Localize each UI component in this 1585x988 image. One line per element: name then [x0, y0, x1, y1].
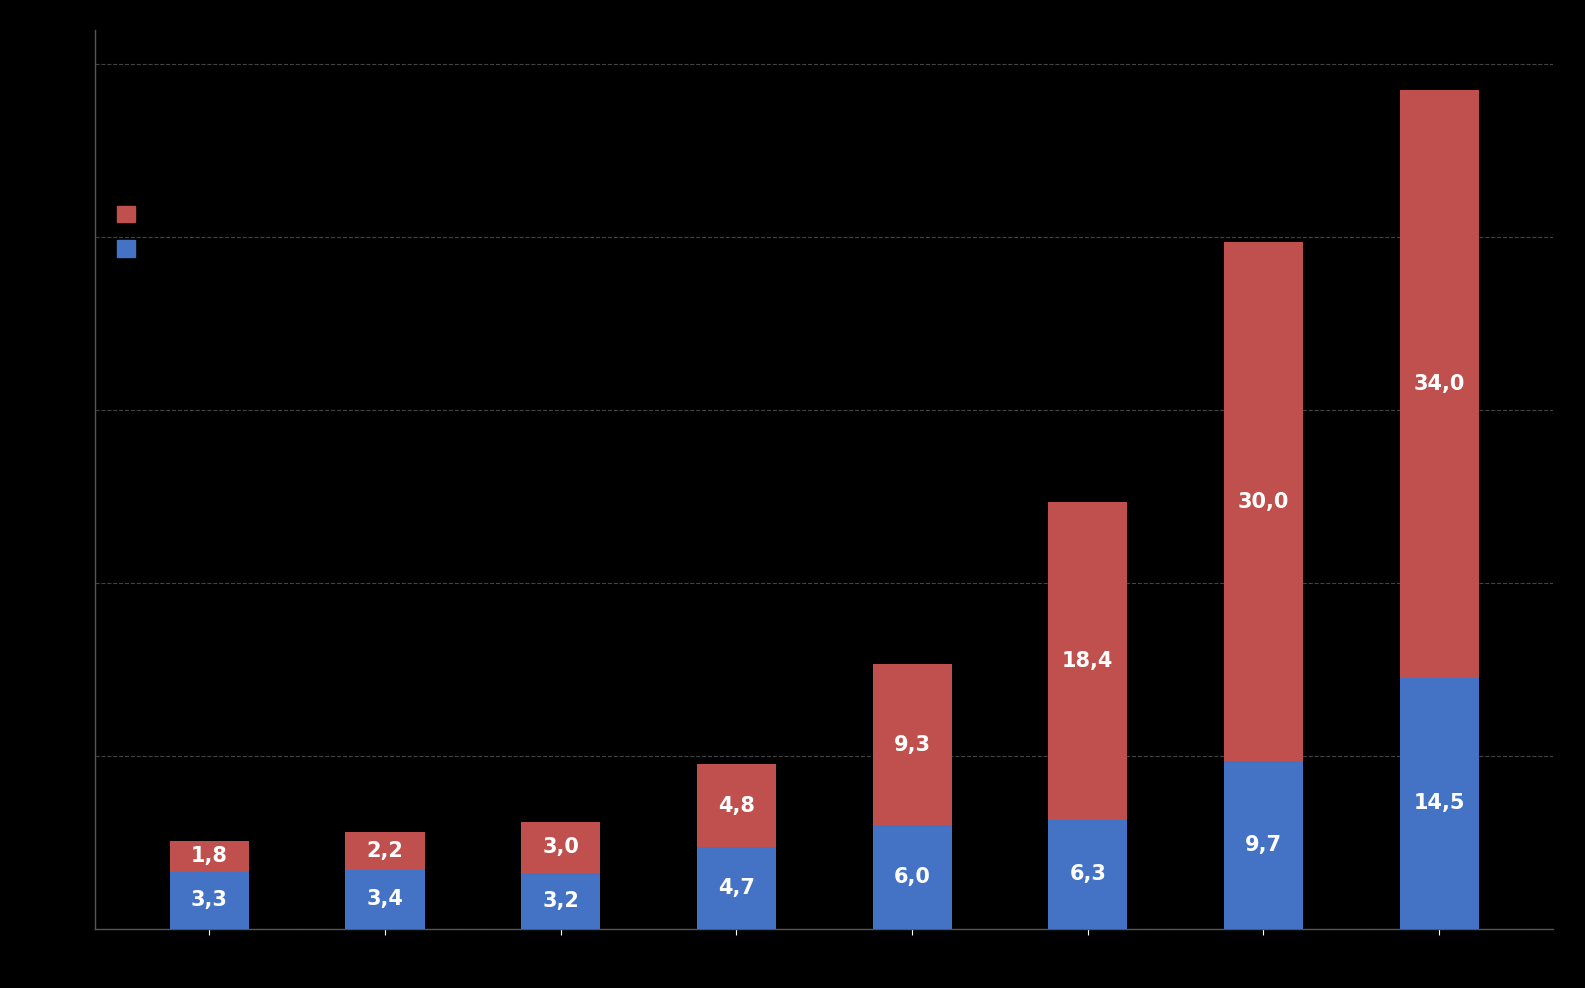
Bar — [1400, 678, 1479, 929]
Bar — [1400, 90, 1479, 678]
Text: 2,2: 2,2 — [366, 841, 404, 861]
Text: 1,8: 1,8 — [190, 846, 228, 866]
Text: 34,0: 34,0 — [1414, 374, 1465, 394]
Bar — [1224, 761, 1303, 929]
Text: 3,4: 3,4 — [366, 889, 404, 909]
Bar — [346, 869, 425, 929]
Bar — [1048, 502, 1127, 820]
Text: 3,0: 3,0 — [542, 838, 579, 858]
Bar — [521, 821, 601, 873]
Text: 18,4: 18,4 — [1062, 651, 1113, 671]
Legend: , : , — [111, 201, 146, 264]
Text: 9,3: 9,3 — [894, 735, 930, 755]
Text: 6,0: 6,0 — [894, 866, 930, 887]
Bar — [346, 832, 425, 869]
Text: 30,0: 30,0 — [1238, 492, 1289, 512]
Bar — [872, 664, 951, 825]
Text: 3,2: 3,2 — [542, 891, 579, 911]
Text: 14,5: 14,5 — [1414, 793, 1465, 813]
Text: 3,3: 3,3 — [190, 890, 228, 910]
Text: 4,7: 4,7 — [718, 878, 754, 898]
Bar — [697, 848, 777, 929]
Bar — [1224, 242, 1303, 761]
Bar — [170, 841, 249, 871]
Text: 6,3: 6,3 — [1070, 864, 1106, 884]
Bar — [872, 825, 951, 929]
Bar — [521, 873, 601, 929]
Bar — [170, 871, 249, 929]
Bar — [697, 765, 777, 848]
Text: 4,8: 4,8 — [718, 796, 754, 816]
Bar — [1048, 820, 1127, 929]
Text: 9,7: 9,7 — [1244, 835, 1282, 855]
